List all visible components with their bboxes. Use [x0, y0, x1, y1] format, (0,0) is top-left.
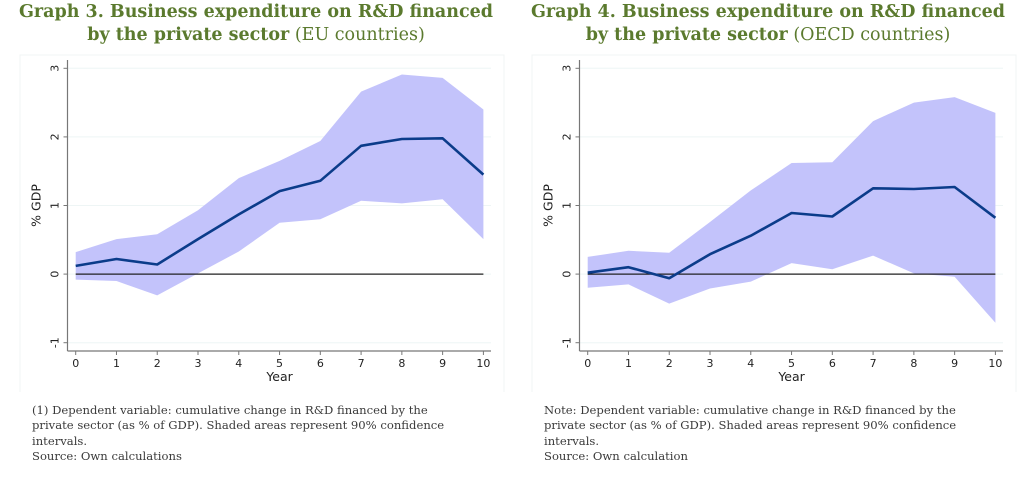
- x-tick-label: 5: [788, 357, 795, 370]
- x-tick-label: 9: [439, 357, 446, 370]
- y-tick-label: -1: [49, 337, 62, 348]
- x-tick-label: 3: [195, 357, 202, 370]
- x-tick-label: 0: [72, 357, 79, 370]
- graph-4-source: Source: Own calculation: [544, 449, 688, 464]
- x-tick-label: 2: [666, 357, 673, 370]
- y-tick-label: 0: [561, 271, 574, 278]
- graph-4-panel: Graph 4. Business expenditure on R&D fin…: [512, 0, 1024, 501]
- graph-4-note: Note: Dependent variable: cumulative cha…: [544, 403, 1014, 465]
- x-tick-label: 8: [398, 357, 405, 370]
- graph-3-note-line: intervals.: [32, 433, 88, 448]
- graph-3-chart: -1 0 1 2 3 0 1 2 3 4 5 6 7 8 9 10 Year % GDP: [19, 54, 505, 392]
- x-tick-label: 7: [870, 357, 877, 370]
- x-tick-label: 7: [358, 357, 365, 370]
- graph-4-note-line: Note: Dependent variable: cumulative cha…: [544, 403, 956, 417]
- confidence-band-90: [75, 74, 484, 296]
- x-tick-label: 5: [276, 357, 283, 370]
- graph-3-title-subtitle: (EU countries): [289, 25, 425, 45]
- graph-3-note-line: private sector (as % of GDP). Shaded are…: [32, 418, 445, 433]
- graph-4-note-line: private sector (as % of GDP). Shaded are…: [544, 418, 957, 433]
- y-axis-label: % GDP: [29, 184, 44, 227]
- x-tick-label: 4: [235, 357, 242, 370]
- y-tick-label: 3: [49, 65, 62, 72]
- y-axis-label: % GDP: [541, 184, 556, 227]
- graph-3-source: Source: Own calculations: [32, 449, 182, 464]
- x-tick-label: 6: [317, 357, 324, 370]
- x-tick-label: 10: [988, 357, 1002, 370]
- graph-3-title-line1: Graph 3. Business expenditure on R&D fin…: [18, 2, 494, 22]
- x-tick-label: 1: [625, 357, 632, 370]
- x-tick-label: 8: [910, 357, 917, 370]
- graph-3-note-line: (1) Dependent variable: cumulative chang…: [32, 403, 428, 417]
- y-tick-label: -1: [561, 337, 574, 348]
- graph-4-title-line1: Graph 4. Business expenditure on R&D fin…: [530, 2, 1006, 22]
- x-tick-label: 3: [707, 357, 714, 370]
- x-tick-label: 1: [113, 357, 120, 370]
- y-tick-label: 0: [49, 271, 62, 278]
- graph-3-note: (1) Dependent variable: cumulative chang…: [32, 403, 502, 465]
- x-axis-label: Year: [265, 369, 293, 384]
- graph-3-panel: Graph 3. Business expenditure on R&D fin…: [0, 1, 512, 465]
- graph-3-title-line2: by the private sector: [87, 25, 290, 45]
- graph-4-note-line: intervals.: [544, 433, 600, 448]
- y-tick-label: 3: [561, 65, 574, 72]
- y-tick-label: 1: [561, 202, 574, 209]
- y-tick-label: 2: [49, 133, 62, 140]
- graph-4-title: Graph 4. Business expenditure on R&D fin…: [512, 1, 1024, 47]
- x-axis-label: Year: [777, 369, 805, 384]
- x-tick-label: 9: [951, 357, 958, 370]
- graph-4-chart: -1 0 1 2 3 0 1 2 3 4 5 6 7 8 9 10 Year % GDP: [531, 54, 1017, 392]
- graph-4-title-line2: by the private sector: [585, 25, 788, 45]
- x-tick-label: 10: [476, 357, 490, 370]
- graph-3-title: Graph 3. Business expenditure on R&D fin…: [0, 1, 512, 47]
- y-tick-label: 1: [49, 202, 62, 209]
- y-tick-label: 2: [561, 133, 574, 140]
- x-tick-label: 0: [584, 357, 591, 370]
- x-tick-label: 4: [747, 357, 754, 370]
- x-tick-label: 2: [154, 357, 161, 370]
- graph-4-title-subtitle: (OECD countries): [787, 25, 951, 45]
- x-tick-label: 6: [829, 357, 836, 370]
